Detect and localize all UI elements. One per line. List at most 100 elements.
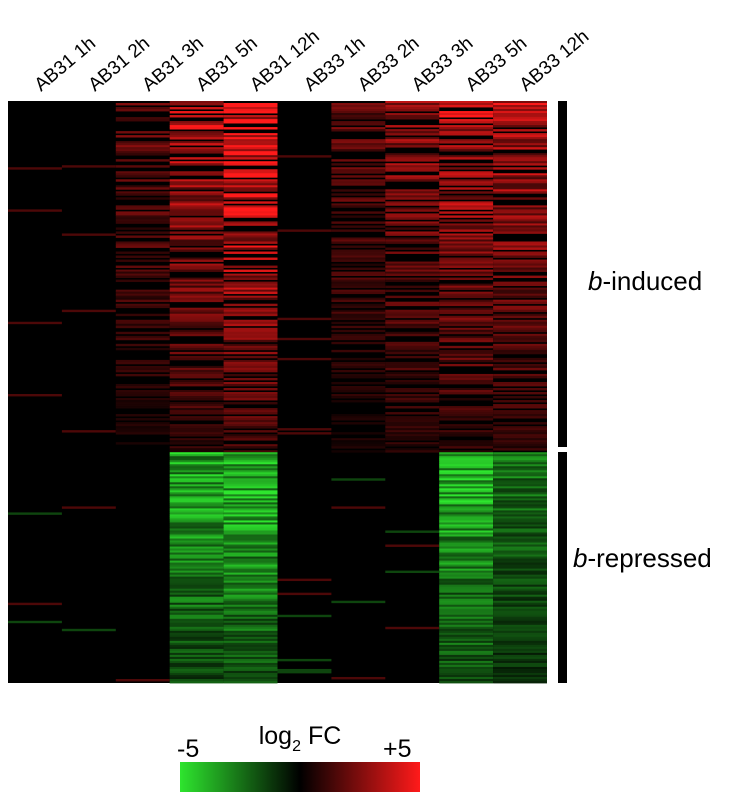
heatmap-cell [169,562,224,565]
heatmap-cell [169,131,224,134]
heatmap-cell [439,351,494,355]
heatmap-cell [223,566,278,570]
heatmap-cell [439,301,494,305]
heatmap-cell [331,361,386,365]
heatmap-cell [169,185,224,188]
heatmap-cell [385,323,440,327]
heatmap-cell [439,552,494,555]
heatmap-cell [439,606,494,610]
heatmap-cell [223,369,278,373]
heatmap-cell [331,193,386,196]
heatmap-cell [169,161,224,164]
heatmap-cell [493,664,547,668]
heatmap-cell [61,430,116,433]
heatmap-cell [223,197,278,200]
heatmap-cell [169,556,224,559]
heatmap-cell [169,299,224,303]
heatmap-cell [493,105,547,108]
heatmap-cell [115,275,170,279]
heatmap-cell [493,373,547,377]
heatmap-cell [115,392,170,395]
heatmap-cell [169,610,224,614]
heatmap-cell [331,385,386,389]
heatmap-cell [385,125,440,128]
heatmap-cell [169,325,224,329]
heatmap-cell [169,492,224,495]
heatmap-cell [223,209,278,212]
heatmap-cell [331,249,386,252]
heatmap-cell [223,678,278,682]
heatmap-cell [223,392,278,395]
heatmap-cell [385,145,440,148]
heatmap-cell [439,416,494,419]
heatmap-cell [223,223,278,226]
heatmap-cell [223,522,278,525]
heatmap-cell [169,506,224,509]
heatmap-cell [493,345,547,349]
heatmap-cell [223,558,278,561]
heatmap-cell [439,145,494,148]
heatmap-cell [385,434,440,437]
heatmap-cell [385,241,440,244]
heatmap-cell [439,520,494,523]
heatmap-cell [115,119,170,122]
heatmap-cell [169,550,224,553]
heatmap-cell [331,197,386,200]
heatmap-cell [331,271,386,274]
heatmap-cell [277,337,332,341]
heatmap-cell [439,660,494,664]
heatmap-cell [493,500,547,503]
heatmap-cell [439,149,494,152]
heatmap-cell [331,215,386,218]
heatmap-cell [169,646,224,650]
heatmap-cell [223,456,278,459]
heatmap-cell [439,624,494,628]
heatmap-cell [331,179,386,182]
heatmap-cell [439,628,494,632]
heatmap-cell [223,127,278,130]
heatmap-cell [223,201,278,204]
heatmap-cell [223,530,278,533]
heatmap-cell [223,307,278,311]
heatmap-cell [223,648,278,652]
heatmap-cell [169,578,224,582]
heatmap-cell [439,233,494,236]
heatmap-cell [385,381,440,385]
heatmap-cell [439,377,494,381]
heatmap-cell [223,410,278,413]
heatmap-cell [169,295,224,299]
heatmap-cell [439,534,494,537]
heatmap-cell [169,448,224,451]
heatmap-cell [277,670,332,674]
heatmap-cell [439,387,494,391]
heatmap-cell [169,600,224,604]
heatmap-cell [223,658,278,662]
heatmap-cell [439,125,494,128]
heatmap-cell [439,253,494,256]
heatmap-cell [493,219,547,222]
heatmap-cell [331,105,386,108]
heatmap-cell [223,119,278,122]
heatmap-cell [223,187,278,190]
heatmap-cell [493,309,547,313]
heatmap-cell [169,179,224,182]
heatmap-cell [493,101,547,104]
heatmap-cell [115,135,170,138]
heatmap-cell [223,105,278,108]
heatmap-cell [493,674,547,678]
heatmap-cell [169,193,224,196]
heatmap-cell [169,428,224,431]
heatmap-cell [331,237,386,240]
heatmap-cell [439,335,494,339]
heatmap-cell [493,283,547,287]
heatmap-cell [439,570,494,574]
heatmap-cell [169,496,224,499]
heatmap-cell [223,251,278,254]
heatmap-cell [277,668,332,672]
heatmap-cell [223,570,278,574]
heatmap-cell [169,676,224,680]
heatmap-cell [169,133,224,136]
heatmap-cell [115,165,170,168]
heatmap-cell [169,265,224,268]
heatmap-cell [223,247,278,250]
